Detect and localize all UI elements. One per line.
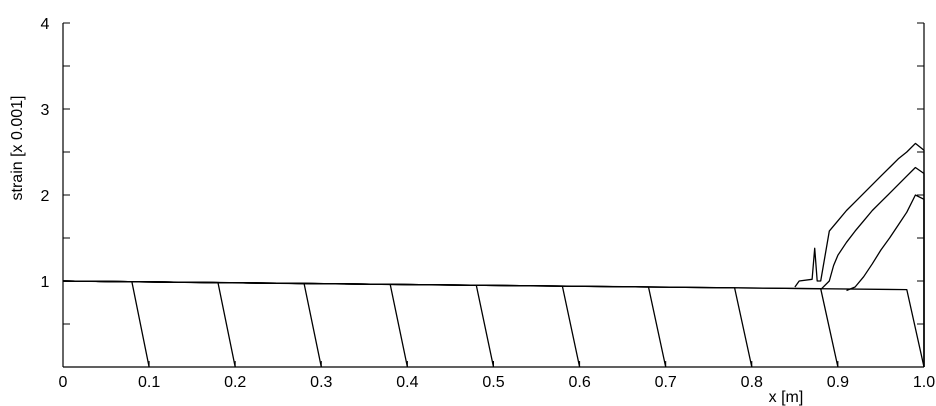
series-lines xyxy=(62,142,925,368)
series-line-7 xyxy=(62,280,667,368)
y-axis-label: strain [x 0.001] xyxy=(9,96,26,201)
x-tick-label: 0.8 xyxy=(741,374,763,391)
y-tick-label: 2 xyxy=(41,188,50,205)
x-tick-label: 0.1 xyxy=(138,374,160,391)
x-tick-label: 0.6 xyxy=(568,374,590,391)
series-line-4 xyxy=(62,280,409,368)
axes-frame xyxy=(62,22,925,368)
x-tick-label: 0.7 xyxy=(655,374,677,391)
x-tick-label: 0.9 xyxy=(827,374,849,391)
x-axis-label: x [m] xyxy=(769,389,804,406)
x-tick-label: 1.0 xyxy=(913,374,935,391)
series-line-5 xyxy=(62,280,495,368)
series-line-1 xyxy=(62,280,150,368)
x-tick-label: 0.2 xyxy=(224,374,246,391)
series-line-12 xyxy=(820,166,925,367)
y-tick-label: 3 xyxy=(41,102,50,119)
series-line-2 xyxy=(62,280,236,368)
x-tick-label: 0.3 xyxy=(310,374,332,391)
y-tick-label: 4 xyxy=(41,16,50,33)
series-line-13 xyxy=(846,194,925,367)
series-line-8 xyxy=(62,280,753,368)
series-line-9 xyxy=(62,280,839,368)
y-tick-label: 1 xyxy=(41,274,50,291)
tick-labels: 0 0.1 0.2 0.3 0.4 0.5 0.6 0.7 0.8 0.9 1.0 1 2 3 4 xyxy=(41,16,936,391)
series-line-11 xyxy=(794,142,925,367)
series-line-3 xyxy=(62,280,322,368)
series-line-10 xyxy=(62,280,925,368)
x-tick-label: 0 xyxy=(59,374,68,391)
x-tick-label: 0.5 xyxy=(482,374,504,391)
x-tick-label: 0.4 xyxy=(396,374,418,391)
